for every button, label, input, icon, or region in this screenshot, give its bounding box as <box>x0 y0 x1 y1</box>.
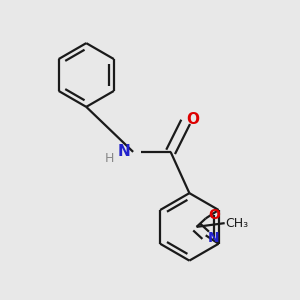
Text: O: O <box>187 112 200 128</box>
Text: N: N <box>208 231 220 245</box>
Text: CH₃: CH₃ <box>225 217 248 230</box>
Text: N: N <box>117 144 130 159</box>
Text: H: H <box>105 152 115 165</box>
Text: O: O <box>208 208 220 222</box>
